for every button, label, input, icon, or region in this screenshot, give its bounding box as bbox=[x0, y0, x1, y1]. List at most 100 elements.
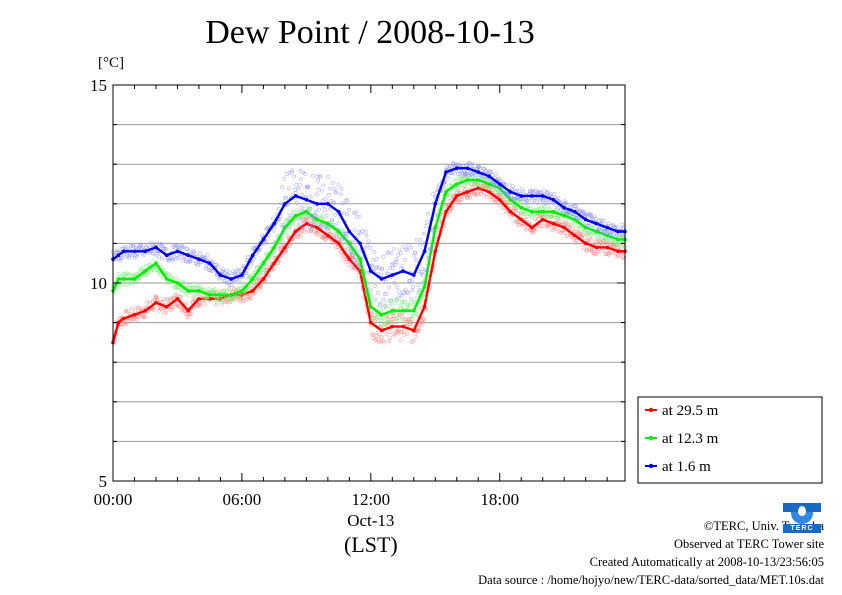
series-sample-point bbox=[374, 317, 379, 322]
series-sample-point bbox=[315, 174, 320, 179]
series-point bbox=[218, 273, 223, 277]
series-sample-point bbox=[151, 252, 156, 257]
series-point bbox=[369, 320, 373, 325]
series-sample-point bbox=[396, 331, 401, 336]
series-sample-point bbox=[214, 302, 219, 307]
series-point bbox=[132, 277, 137, 281]
series-point bbox=[369, 305, 373, 309]
series-sample-point bbox=[159, 242, 164, 247]
series-sample-point bbox=[547, 224, 552, 229]
series-sample-point bbox=[308, 207, 313, 212]
series-sample-point bbox=[150, 259, 155, 264]
series-sample-point bbox=[126, 272, 131, 277]
series-sample-point bbox=[420, 273, 425, 278]
series-sample-point bbox=[263, 279, 268, 284]
series-sample-point bbox=[302, 214, 307, 219]
series-sample-point bbox=[329, 223, 334, 228]
series-sample-point bbox=[176, 304, 181, 309]
series-sample-point bbox=[583, 234, 588, 239]
series-point bbox=[530, 225, 534, 230]
series-sample-point bbox=[281, 225, 286, 229]
series-point bbox=[283, 245, 287, 250]
series-point bbox=[229, 293, 233, 297]
series-2 bbox=[111, 160, 627, 309]
series-sample-point bbox=[198, 251, 203, 255]
series-sample-point bbox=[164, 310, 169, 315]
series-sample-point bbox=[478, 166, 483, 171]
series-point bbox=[336, 209, 341, 214]
series-sample-point bbox=[402, 299, 407, 303]
series-sample-point bbox=[176, 256, 181, 260]
series-sample-point bbox=[328, 206, 333, 211]
series-point bbox=[116, 253, 121, 258]
series-sample-point bbox=[504, 191, 508, 196]
series-sample-point bbox=[281, 253, 286, 258]
series-sample-point bbox=[379, 335, 384, 340]
series-sample-point bbox=[470, 162, 475, 167]
series-sample-point bbox=[622, 256, 626, 261]
series-sample-point bbox=[287, 225, 291, 230]
series-sample-point bbox=[187, 312, 192, 317]
series-sample-point bbox=[607, 253, 612, 257]
series-point bbox=[616, 249, 620, 254]
series-sample-point bbox=[132, 317, 137, 322]
series-sample-point bbox=[146, 243, 151, 248]
series-sample-point bbox=[271, 228, 276, 233]
series-sample-point bbox=[142, 314, 147, 319]
series-sample-point bbox=[513, 197, 518, 201]
legend-label: at 1.6 m bbox=[662, 459, 711, 475]
series-point bbox=[476, 178, 481, 182]
series-sample-point bbox=[322, 236, 327, 241]
series-point bbox=[358, 257, 362, 262]
series-sample-point bbox=[582, 247, 586, 252]
series-point bbox=[175, 297, 180, 301]
series-point bbox=[250, 277, 255, 281]
series-sample-point bbox=[158, 306, 163, 311]
series-sample-point bbox=[197, 303, 201, 307]
series-sample-point bbox=[574, 238, 579, 243]
series-sample-point bbox=[279, 201, 283, 206]
series-sample-point bbox=[177, 294, 182, 299]
series-sample-point bbox=[154, 256, 159, 260]
series-sample-point bbox=[297, 218, 302, 223]
series-sample-point bbox=[366, 239, 371, 244]
series-sample-point bbox=[353, 258, 357, 263]
series-sample-point bbox=[257, 286, 262, 291]
series-sample-point bbox=[133, 308, 138, 313]
series-sample-point bbox=[616, 241, 621, 246]
series-sample-point bbox=[346, 263, 351, 268]
series-sample-point bbox=[539, 190, 544, 195]
series-sample-point bbox=[219, 269, 224, 274]
series-sample-point bbox=[250, 283, 254, 288]
series-sample-point bbox=[397, 318, 402, 323]
series-sample-point bbox=[453, 186, 458, 191]
series-sample-point bbox=[587, 236, 592, 241]
series-sample-point bbox=[515, 220, 520, 225]
series-sample-point bbox=[222, 278, 227, 283]
series-sample-point bbox=[189, 312, 194, 316]
series-point bbox=[197, 257, 201, 262]
series-sample-point bbox=[172, 255, 177, 260]
series-1 bbox=[111, 172, 627, 329]
series-sample-point bbox=[452, 177, 457, 182]
series-sample-point bbox=[313, 209, 318, 214]
series-sample-point bbox=[578, 227, 582, 232]
series-sample-point bbox=[134, 272, 139, 276]
series-sample-point bbox=[325, 224, 330, 229]
series-sample-point bbox=[198, 303, 203, 308]
series-sample-point bbox=[153, 251, 158, 256]
series-point bbox=[616, 237, 620, 242]
series-sample-point bbox=[354, 245, 359, 250]
series-point bbox=[433, 202, 438, 206]
series-sample-point bbox=[186, 249, 191, 254]
series-sample-point bbox=[178, 295, 183, 299]
series-sample-point bbox=[276, 207, 281, 212]
series-sample-point bbox=[565, 211, 570, 216]
series-sample-point bbox=[416, 328, 421, 333]
x-tick-label: 06:00 bbox=[223, 490, 262, 509]
series-sample-point bbox=[197, 301, 202, 306]
series-sample-point bbox=[503, 183, 508, 187]
series-point bbox=[154, 245, 158, 250]
series-sample-point bbox=[522, 202, 527, 207]
series-sample-point bbox=[413, 250, 418, 255]
